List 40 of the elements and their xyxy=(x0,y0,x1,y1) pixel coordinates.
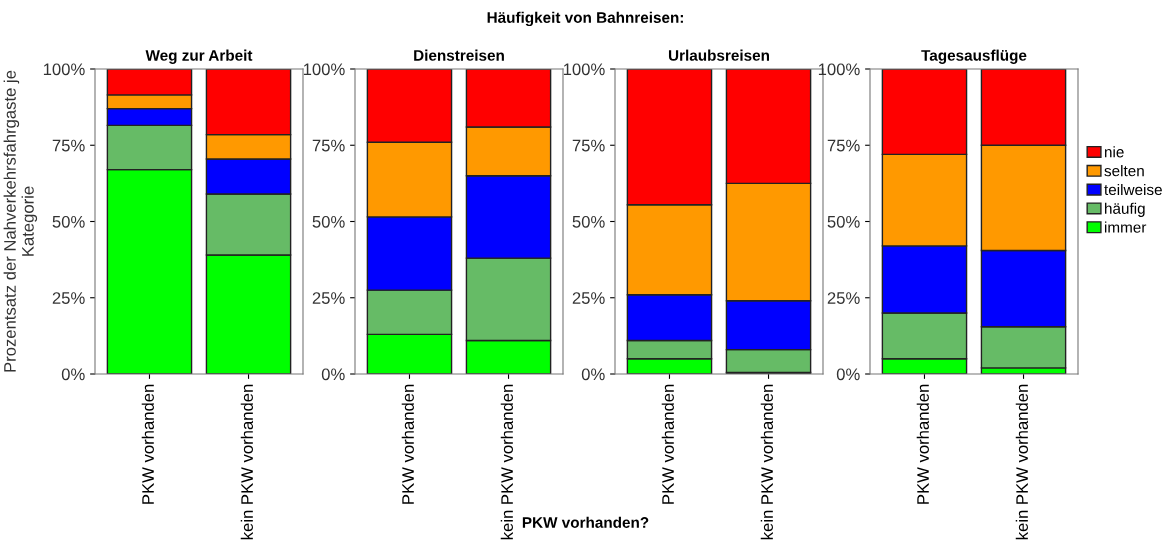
y-tick-label: 25% xyxy=(572,292,605,304)
y-tick-label: 75% xyxy=(312,139,345,152)
y-tick-label: 0% xyxy=(581,368,605,381)
y-tick-label: 75% xyxy=(572,139,605,152)
chart-title: Dienstreisen xyxy=(414,49,504,61)
x-tick-label: PKW vorhanden xyxy=(916,384,929,504)
y-tick-label: 50% xyxy=(572,215,605,228)
y-tick-label: 0% xyxy=(321,368,345,381)
legend-label: nie xyxy=(1104,146,1124,158)
y-tick-label: 50% xyxy=(827,215,860,228)
y-axis-title: Prozentsatz der Nahverkehrsfahrgaste je Kategorie xyxy=(3,70,38,372)
legend-label: teilweise xyxy=(1104,183,1162,196)
y-tick-label: 100% xyxy=(818,63,860,76)
y-tick-label: 0% xyxy=(61,368,85,381)
y-tick-label: 25% xyxy=(827,292,860,304)
y-tick-label: 25% xyxy=(312,292,345,304)
y-tick-label: 0% xyxy=(836,368,860,381)
legend-label: immer xyxy=(1104,221,1147,233)
y-tick-label: 50% xyxy=(52,215,85,228)
x-tick-label: PKW vorhanden xyxy=(141,384,154,504)
chart-title: Weg zur Arbeit xyxy=(145,49,253,64)
chart-title: Urlaubsreisen xyxy=(668,49,769,61)
legend-label: häufig xyxy=(1105,202,1145,217)
y-tick-label: 100% xyxy=(303,63,345,76)
y-tick-label: 100% xyxy=(563,63,605,76)
text: PKW vorhanden? xyxy=(522,516,649,528)
chart-title: Tagesausflüge xyxy=(921,49,1027,64)
x-tick-label: PKW vorhanden xyxy=(401,384,414,504)
text: Häufigkeit von Bahnreisen: xyxy=(487,11,683,27)
y-tick-label: 75% xyxy=(52,139,85,152)
y-tick-label: 25% xyxy=(52,292,85,304)
legend-label: selten xyxy=(1104,165,1144,177)
x-tick-label: PKW vorhanden xyxy=(661,384,674,504)
x-tick-label: kein PKW vorhanden xyxy=(500,384,513,540)
x-tick-label: kein PKW vorhanden xyxy=(1015,384,1028,540)
y-tick-label: 50% xyxy=(312,215,345,228)
y-tick-label: 100% xyxy=(43,63,85,76)
x-tick-label: kein PKW vorhanden xyxy=(240,384,253,540)
y-tick-label: 75% xyxy=(827,139,860,152)
x-tick-label: kein PKW vorhanden xyxy=(760,384,773,540)
